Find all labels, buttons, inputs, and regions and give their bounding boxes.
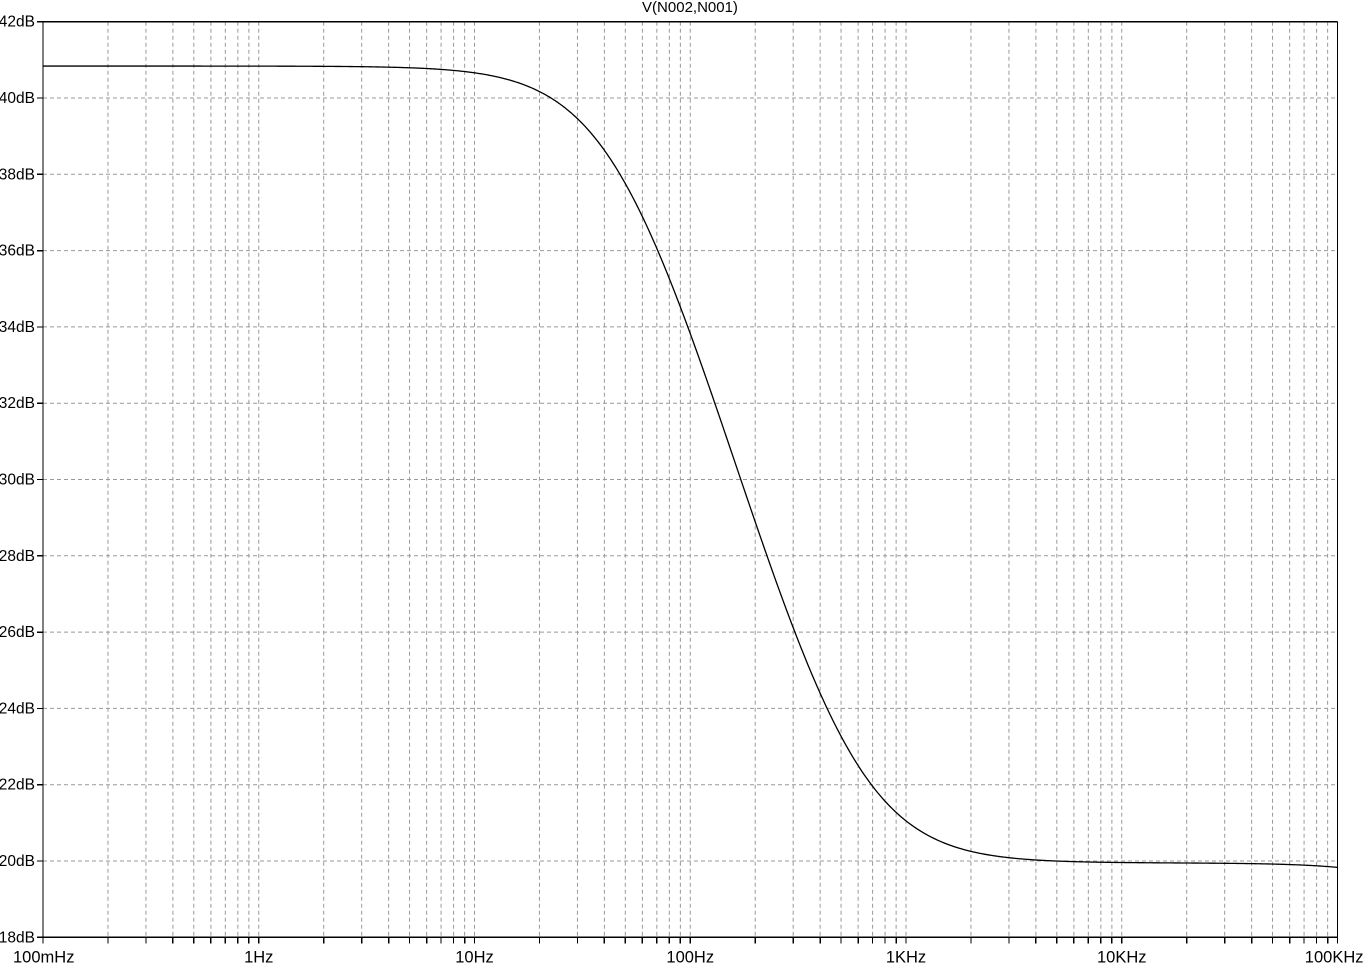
svg-text:24dB: 24dB [0,700,35,717]
svg-text:18dB: 18dB [0,929,35,946]
svg-text:36dB: 36dB [0,243,35,260]
svg-text:42dB: 42dB [0,14,35,31]
svg-text:40dB: 40dB [0,90,35,107]
svg-text:34dB: 34dB [0,319,35,336]
svg-text:1Hz: 1Hz [244,948,273,966]
svg-text:100KHz: 100KHz [1305,948,1364,966]
svg-text:28dB: 28dB [0,548,35,565]
svg-text:V(N002,N001): V(N002,N001) [642,0,738,16]
svg-text:30dB: 30dB [0,472,35,489]
svg-text:38dB: 38dB [0,166,35,183]
svg-text:22dB: 22dB [0,777,35,794]
svg-text:1KHz: 1KHz [886,948,926,966]
svg-text:20dB: 20dB [0,853,35,870]
svg-text:32dB: 32dB [0,395,35,412]
svg-text:100Hz: 100Hz [666,948,714,966]
svg-text:10Hz: 10Hz [455,948,494,966]
svg-text:26dB: 26dB [0,624,35,641]
svg-text:100mHz: 100mHz [13,948,74,966]
svg-text:10KHz: 10KHz [1097,948,1147,966]
